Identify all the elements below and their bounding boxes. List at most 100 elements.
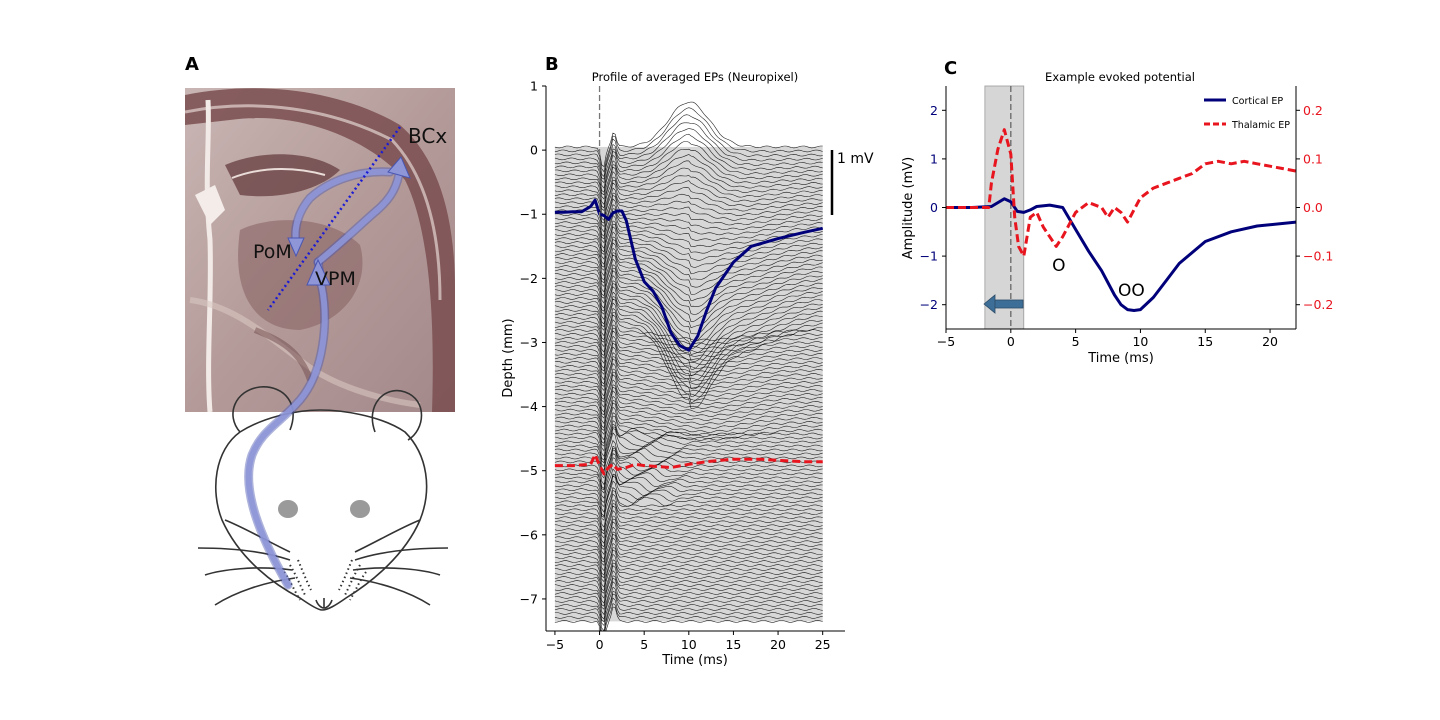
legend-c: Cortical EP Thalamic EP [1204, 96, 1290, 131]
x-tick-label-c: 15 [1197, 334, 1213, 349]
series-thalamic-c [946, 128, 1296, 258]
channel-trace [554, 577, 823, 616]
annotations-c: OOO [1052, 256, 1145, 301]
y-tick-label-c: −2 [920, 297, 938, 312]
mouse-drawing [197, 386, 449, 611]
y-tick-label-b: −2 [520, 271, 538, 286]
x-tick-label-c: −5 [937, 334, 955, 349]
channel-trace [554, 208, 823, 244]
panel-c-letter: C [944, 58, 958, 79]
channel-trace [554, 298, 823, 390]
x-tick-label-b: 0 [596, 637, 604, 652]
panel-a-letter: A [185, 54, 199, 75]
y-ticks-b: 1 0 −1 −2 −3 −4 −5 −6 −7 [520, 79, 546, 606]
highlighted-series [554, 198, 824, 476]
y-tick-label-c: 2 [930, 103, 938, 118]
x-tick-label-b: 10 [681, 637, 697, 652]
channel-trace [554, 521, 823, 560]
channel-trace [554, 314, 823, 353]
y-tick-label-c: 1 [930, 151, 938, 166]
channel-trace [554, 593, 823, 631]
label-pom: PoM [253, 241, 292, 263]
x-tick-label-b: 15 [725, 637, 741, 652]
chart-c-xlabel: Time (ms) [1087, 351, 1154, 366]
channel-trace [554, 351, 823, 387]
channel-trace [554, 395, 823, 431]
y2-tick-label-c: 0.2 [1303, 103, 1323, 118]
x-tick-label-b: 5 [640, 637, 648, 652]
series-cortical-b [554, 198, 824, 352]
channel-trace [554, 342, 823, 381]
y-ticks-c: 2 1 0 −1 −2 [920, 103, 946, 312]
label-vpm: VPM [315, 268, 356, 290]
channel-trace [554, 531, 823, 566]
arrow-head-pom-icon [287, 237, 305, 258]
legend-thalamic: Thalamic EP [1231, 120, 1290, 131]
channel-trace [554, 549, 823, 588]
channel-trace [554, 493, 823, 532]
mouse-eye-right [350, 500, 370, 518]
channel-trace [554, 559, 823, 594]
channel-traces [554, 101, 823, 631]
channel-trace [554, 371, 823, 408]
y-tick-label-b: −7 [520, 591, 538, 606]
y-tick-label-b: 0 [530, 143, 538, 158]
y-tick-label-b: −4 [520, 399, 538, 414]
channel-trace [554, 122, 823, 180]
y2-tick-label-c: −0.1 [1303, 249, 1333, 264]
channel-trace [554, 386, 823, 425]
series-thalamic-b [554, 453, 823, 476]
y-tick-label-b: 1 [530, 79, 538, 94]
channel-trace [554, 486, 823, 521]
mouse-eye-left [278, 500, 298, 518]
x-tick-label-c: 20 [1262, 334, 1278, 349]
chart-c-ylabel: Amplitude (mV) [901, 157, 916, 259]
label-bcx: BCx [408, 124, 447, 148]
channel-trace [554, 537, 823, 576]
series-cortical-c [946, 197, 1296, 312]
x-tick-label-b: −5 [546, 637, 564, 652]
legend-cortical: Cortical EP [1232, 96, 1283, 107]
panel-b-letter: B [545, 54, 559, 75]
x-tick-label-c: 5 [1072, 334, 1080, 349]
y2-ticks-c: 0.2 0.1 0.0 −0.1 −0.2 [1296, 103, 1333, 312]
channel-trace [554, 565, 823, 604]
arrow-head-bcx-icon [387, 156, 411, 179]
x-tick-label-c: 0 [1007, 334, 1015, 349]
channel-trace [554, 167, 823, 209]
x-ticks-c: −5 0 5 10 15 20 [937, 329, 1278, 349]
y-tick-label-b: −6 [520, 527, 538, 542]
chart-b-xlabel: Time (ms) [661, 653, 728, 668]
scale-bar-label: 1 mV [837, 151, 874, 167]
y2-tick-label-c: 0.0 [1303, 200, 1323, 215]
time-shift-arrow-icon [983, 294, 1024, 314]
channel-trace [554, 214, 823, 253]
y-tick-label-b: −5 [520, 463, 538, 478]
x-ticks-b: −5 0 5 10 15 20 25 [546, 631, 831, 652]
channel-trace [554, 468, 823, 503]
chart-b-ylabel: Depth (mm) [501, 318, 516, 397]
panel-a-anatomy: BCx PoM VPM [185, 88, 455, 611]
chart-c-title: Example evoked potential [1045, 70, 1195, 84]
axes-b [545, 86, 845, 632]
channel-trace [554, 154, 823, 200]
ep-series [946, 128, 1296, 312]
channel-trace [554, 236, 823, 280]
channel-trace [554, 603, 823, 631]
annotation-label: O [1052, 256, 1065, 276]
annotation-label: OO [1118, 281, 1145, 301]
y-tick-label-c: 0 [930, 200, 938, 215]
y2-tick-label-c: 0.1 [1303, 151, 1323, 166]
y-tick-label-b: −3 [520, 335, 538, 350]
channel-trace [554, 423, 823, 461]
channel-trace [554, 242, 823, 295]
channel-trace [554, 415, 823, 452]
trace-density-fill [554, 146, 823, 622]
arrow-head-vpm-icon [306, 258, 331, 286]
panel-c-chart: Example evoked potential −5 0 5 10 15 20 210−… [901, 70, 1333, 366]
y2-tick-label-c: −0.2 [1303, 297, 1333, 312]
y-tick-label-b: −1 [520, 207, 538, 222]
x-tick-label-c: 10 [1132, 334, 1148, 349]
channel-trace [554, 107, 823, 173]
channel-trace [554, 286, 823, 370]
